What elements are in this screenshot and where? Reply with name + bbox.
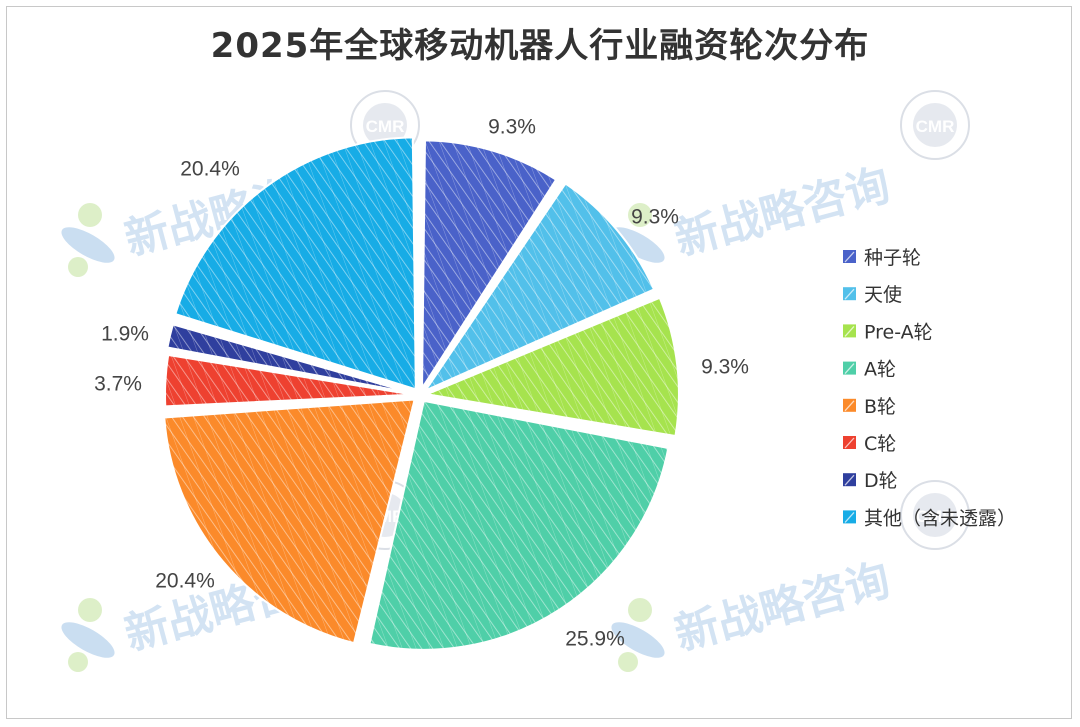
- slice-label: 20.4%: [155, 570, 215, 593]
- legend-item: 其他（含未透露）: [843, 507, 1016, 529]
- slice-label: 9.3%: [701, 356, 749, 379]
- watermark-text: 新战略咨询: [670, 159, 896, 265]
- watermark-text: 新战略咨询: [670, 554, 896, 660]
- watermark-logo: 新战略咨询: [611, 554, 896, 672]
- legend-label: B轮: [864, 396, 896, 418]
- slice-label: 9.3%: [488, 116, 536, 139]
- legend-label: Pre-A轮: [864, 321, 933, 343]
- watermark-seal-text: CMR: [916, 117, 955, 136]
- legend-item: 种子轮: [843, 247, 921, 269]
- pie-slice: [368, 399, 670, 651]
- watermark-seal-text: CMR: [916, 507, 955, 526]
- watermark-seal: CMR: [900, 90, 970, 160]
- legend-label: 其他（含未透露）: [864, 507, 1016, 529]
- pie-slice: [420, 139, 558, 392]
- legend-label: 天使: [864, 284, 902, 306]
- legend-label: C轮: [864, 433, 896, 455]
- legend-item: 天使: [843, 284, 902, 306]
- legend-label: D轮: [864, 470, 898, 492]
- slice-label: 1.9%: [101, 323, 149, 346]
- pie-slice: [174, 136, 417, 391]
- slice-label: 25.9%: [565, 628, 625, 651]
- legend-item: B轮: [843, 396, 896, 418]
- watermark-seal-text: CMR: [366, 117, 405, 136]
- pie-slice: [164, 353, 414, 408]
- legend-item: A轮: [843, 359, 896, 381]
- watermark-seal: CMR: [900, 480, 970, 550]
- legend-item: Pre-A轮: [843, 321, 933, 343]
- pie-slice: [163, 398, 416, 645]
- slice-label: 20.4%: [180, 158, 240, 181]
- pie-slice: [423, 296, 680, 438]
- slice-labels: 9.3% 9.3% 9.3% 25.9% 20.4% 3.7% 1.9% 20.4%: [94, 116, 749, 651]
- slice-label: 3.7%: [94, 373, 142, 396]
- legend-label: A轮: [864, 359, 896, 381]
- legend-item: C轮: [843, 433, 896, 455]
- legend-item: D轮: [843, 470, 898, 492]
- pie-slice: [422, 182, 656, 393]
- pie-slices: [163, 136, 680, 651]
- slice-label: 9.3%: [631, 206, 679, 229]
- chart-title: 2025年全球移动机器人行业融资轮次分布: [210, 26, 870, 66]
- pie-slice: [166, 323, 414, 395]
- legend-label: 种子轮: [864, 247, 921, 269]
